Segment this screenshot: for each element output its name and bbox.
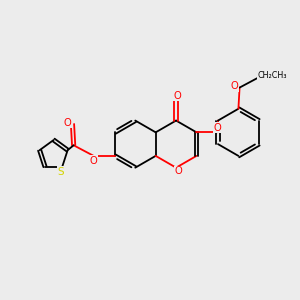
- Text: O: O: [214, 123, 222, 133]
- Text: O: O: [230, 81, 238, 91]
- Text: O: O: [90, 156, 98, 166]
- Text: O: O: [175, 167, 182, 176]
- Text: O: O: [63, 118, 71, 128]
- Text: O: O: [174, 91, 182, 100]
- Text: S: S: [58, 167, 64, 177]
- Text: CH₂CH₃: CH₂CH₃: [258, 71, 287, 80]
